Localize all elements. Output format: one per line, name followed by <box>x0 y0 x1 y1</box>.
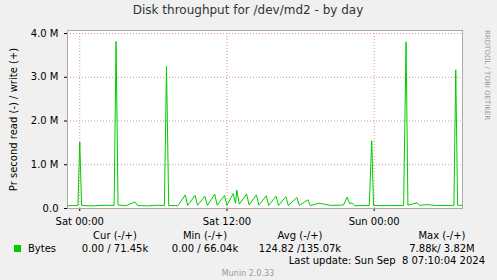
html-text:Last update: Sun Sep 8 07:10:0: Last update: Sun Sep 8 07:10:04 2024 <box>288 255 485 266</box>
html-text:Max (-/+): Max (-/+) <box>418 230 466 241</box>
html-text:0.00 / 71.45k: 0.00 / 71.45k <box>81 243 149 254</box>
svg-text:Sun 00:00: Sun 00:00 <box>349 216 400 225</box>
svg-text:3.0 M: 3.0 M <box>31 71 59 82</box>
html-text:Disk throughput for /dev/md2 -: Disk throughput for /dev/md2 - by day <box>132 3 364 17</box>
html-text:124.82 /135.07k: 124.82 /135.07k <box>258 243 342 254</box>
svg-text:2.0 M: 2.0 M <box>31 115 59 126</box>
svg-text:Sat 12:00: Sat 12:00 <box>203 216 251 225</box>
svg-text:1.0 M: 1.0 M <box>31 159 59 170</box>
html-text:Cur (-/+): Cur (-/+) <box>93 230 137 241</box>
svg-text:Pr second read (-) / write (+): Pr second read (-) / write (+) <box>8 48 19 191</box>
html-text:Avg (-/+): Avg (-/+) <box>277 230 323 241</box>
svg-text:Sat 00:00: Sat 00:00 <box>56 216 104 225</box>
html-text:Bytes: Bytes <box>28 243 57 254</box>
html-text:RRDTOOL / TOBI OETIKER: RRDTOOL / TOBI OETIKER <box>483 30 491 121</box>
html-text:Min (-/+): Min (-/+) <box>183 230 227 241</box>
svg-text:0.0: 0.0 <box>43 203 59 214</box>
html-text:Munin 2.0.33: Munin 2.0.33 <box>221 269 275 278</box>
svg-text:4.0 M: 4.0 M <box>31 28 59 39</box>
html-text:7.88k/ 3.82M: 7.88k/ 3.82M <box>409 243 475 254</box>
html-text:0.00 / 66.04k: 0.00 / 66.04k <box>171 243 239 254</box>
